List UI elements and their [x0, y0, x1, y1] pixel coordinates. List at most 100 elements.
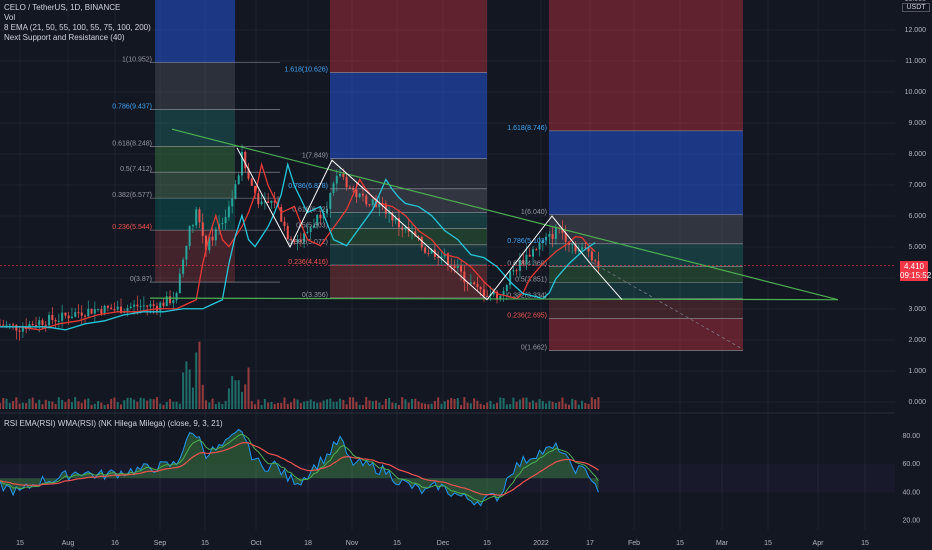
- volume-bar: [427, 404, 430, 409]
- candle-body: [486, 295, 489, 297]
- price-tick: 12.000: [905, 27, 927, 34]
- volume-bar: [509, 404, 512, 409]
- volume-bar: [237, 380, 240, 409]
- volume-bar: [250, 401, 253, 409]
- volume-bar: [574, 400, 577, 409]
- candle-body: [532, 249, 535, 257]
- volume-bar: [185, 361, 188, 409]
- volume-bar: [440, 403, 443, 409]
- candle-body: [303, 233, 306, 243]
- volume-bar: [361, 404, 364, 409]
- volume-bar: [590, 397, 593, 409]
- volume-bar: [371, 401, 374, 409]
- candle-body: [18, 330, 21, 332]
- candle-body: [391, 212, 394, 221]
- candle-body: [440, 256, 443, 258]
- candle-body: [240, 151, 243, 176]
- last-price: 4.410: [903, 262, 925, 271]
- ema-teal: [0, 161, 596, 331]
- candle-body: [182, 259, 185, 274]
- volume-bar: [218, 402, 221, 409]
- candle-body: [509, 271, 512, 286]
- candle-body: [38, 320, 41, 326]
- fib3-label: 0.236(2.695): [507, 312, 547, 319]
- volume-bar: [57, 397, 60, 409]
- volume-bar: [394, 403, 397, 409]
- fib3-band-1: [549, 214, 743, 244]
- volume-bar: [25, 403, 28, 409]
- candle-body: [247, 168, 250, 179]
- support-trendline: [149, 297, 839, 301]
- volume-bar: [581, 400, 584, 409]
- candle-body: [371, 199, 374, 205]
- volume-bar: [492, 404, 495, 409]
- volume-bar: [414, 398, 417, 409]
- candle-body: [473, 282, 476, 285]
- candle-body: [424, 247, 427, 253]
- candle-body: [538, 243, 541, 250]
- price-tick: 1.000: [908, 368, 926, 375]
- fib3-band-3: [549, 266, 743, 283]
- candle-body: [12, 324, 15, 326]
- volume-bar: [198, 341, 201, 409]
- volume-bar: [541, 400, 544, 409]
- candle-body: [469, 282, 472, 284]
- candle-body: [8, 324, 11, 326]
- volume-bar: [502, 398, 505, 409]
- candle-body: [175, 293, 178, 301]
- fib2-label: 0.236(4.416): [288, 259, 328, 266]
- volume-bar: [139, 397, 142, 409]
- volume-bar: [224, 400, 227, 409]
- volume-bar: [290, 402, 293, 409]
- price-tick: 10.000: [905, 89, 927, 96]
- fib3-red-top: [549, 0, 743, 131]
- fib3-blue: [549, 130, 743, 215]
- fib1-band-3: [155, 146, 235, 173]
- x-tick: Dec: [437, 540, 450, 547]
- volume-bar: [214, 403, 217, 409]
- candle-body: [365, 195, 368, 205]
- fib3-label: 0.786(5.103): [507, 238, 547, 245]
- volume-bar: [407, 402, 410, 409]
- candle-body: [528, 254, 531, 257]
- currency-label[interactable]: USDT: [902, 3, 930, 12]
- volume-bar: [8, 403, 11, 409]
- fib1-blue-top: [155, 0, 235, 63]
- volume-bar: [257, 399, 260, 409]
- volume-bar: [149, 398, 152, 409]
- volume-bar: [142, 398, 145, 409]
- volume-bar: [505, 404, 508, 409]
- volume-bar: [594, 399, 597, 409]
- volume-bar: [348, 397, 351, 409]
- candle-body: [260, 201, 263, 205]
- candle-body: [496, 291, 499, 300]
- volume-bar: [254, 404, 257, 409]
- candle-body: [48, 314, 51, 326]
- volume-bar: [499, 397, 502, 409]
- volume-bar: [80, 402, 83, 409]
- candle-body: [237, 175, 240, 185]
- volume-bar: [577, 404, 580, 409]
- candle-body: [129, 306, 132, 309]
- candle-body: [290, 239, 293, 241]
- candle-body: [57, 320, 60, 322]
- volume-bar: [175, 401, 178, 409]
- candle-body: [201, 222, 204, 236]
- fib3-label: 1.618(8.746): [507, 125, 547, 132]
- x-tick: Nov: [346, 540, 359, 547]
- candle-body: [234, 184, 237, 199]
- fib3-label: 1(6.040): [521, 209, 547, 216]
- volume-bar: [270, 402, 273, 409]
- price-tick: 9.000: [908, 120, 926, 127]
- volume-bar: [244, 384, 247, 409]
- volume-bar: [316, 402, 319, 409]
- candle-body: [61, 312, 64, 321]
- fib1-label: 0.5(7.412): [120, 166, 152, 173]
- candle-body: [299, 239, 302, 243]
- rsi-fill: [0, 429, 599, 506]
- volume-bar: [554, 402, 557, 409]
- fib1-label: 0(3.87): [130, 276, 152, 283]
- candle-body: [339, 173, 342, 176]
- candle-body: [273, 200, 276, 203]
